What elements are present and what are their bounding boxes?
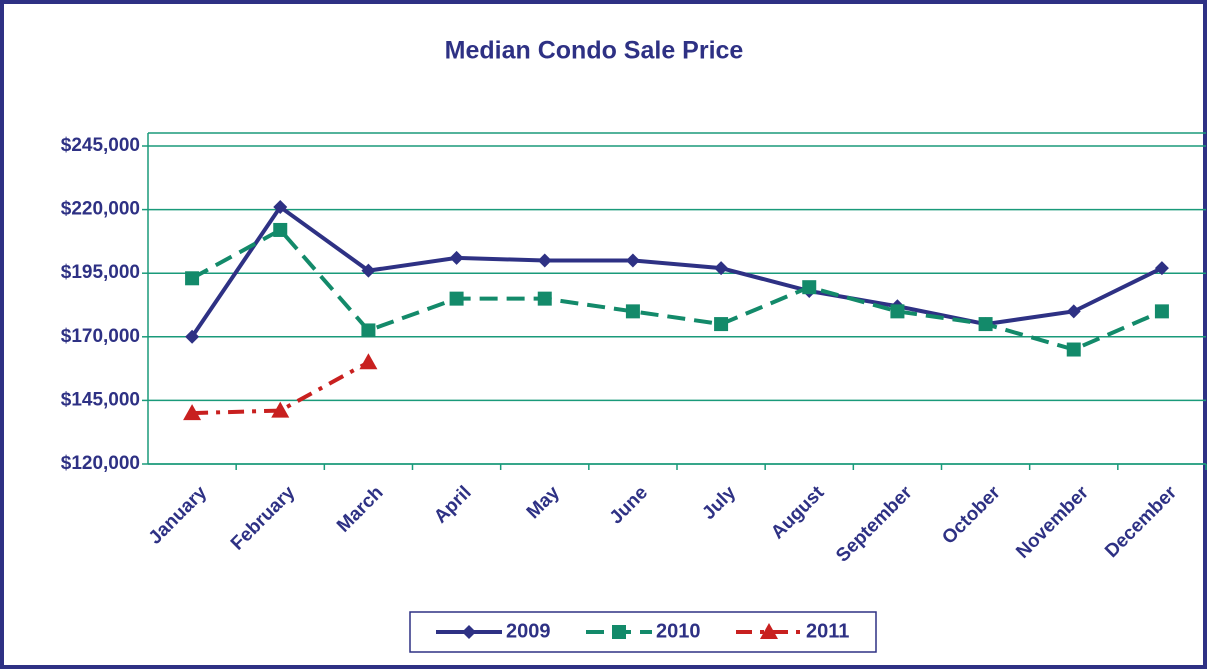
y-tick-label: $145,000: [61, 389, 140, 410]
marker: [612, 625, 626, 639]
marker: [185, 271, 200, 286]
marker: [361, 323, 376, 338]
marker: [449, 250, 464, 265]
y-tick-label: $195,000: [61, 262, 140, 283]
marker: [359, 353, 378, 370]
marker: [1154, 304, 1169, 319]
marker: [714, 261, 729, 276]
marker: [625, 304, 640, 319]
marker: [1066, 342, 1081, 357]
series-line: [192, 360, 370, 416]
y-tick-label: $120,000: [61, 453, 140, 474]
y-tick-label: $170,000: [61, 326, 140, 347]
marker: [760, 623, 778, 639]
chart-title: Median Condo Sale Price: [445, 37, 744, 65]
marker: [183, 404, 202, 421]
series-line: [190, 204, 1163, 338]
legend-label: 2010: [656, 620, 701, 642]
marker: [802, 280, 817, 295]
marker: [273, 222, 288, 237]
y-tick-label: $220,000: [61, 199, 140, 220]
marker: [271, 401, 290, 418]
marker: [449, 291, 464, 306]
marker: [1154, 261, 1169, 276]
marker: [273, 200, 288, 215]
marker: [714, 317, 729, 332]
marker: [537, 253, 552, 268]
marker: [625, 253, 640, 268]
series-line: [191, 227, 1163, 352]
legend-label: 2011: [806, 620, 849, 642]
marker: [978, 317, 993, 332]
marker: [462, 625, 476, 639]
marker: [1066, 304, 1081, 319]
marker: [185, 329, 200, 344]
legend-label: 2009: [506, 620, 551, 642]
y-tick-label: $245,000: [61, 135, 140, 156]
marker: [537, 291, 552, 306]
marker: [361, 263, 376, 278]
marker: [890, 304, 905, 319]
